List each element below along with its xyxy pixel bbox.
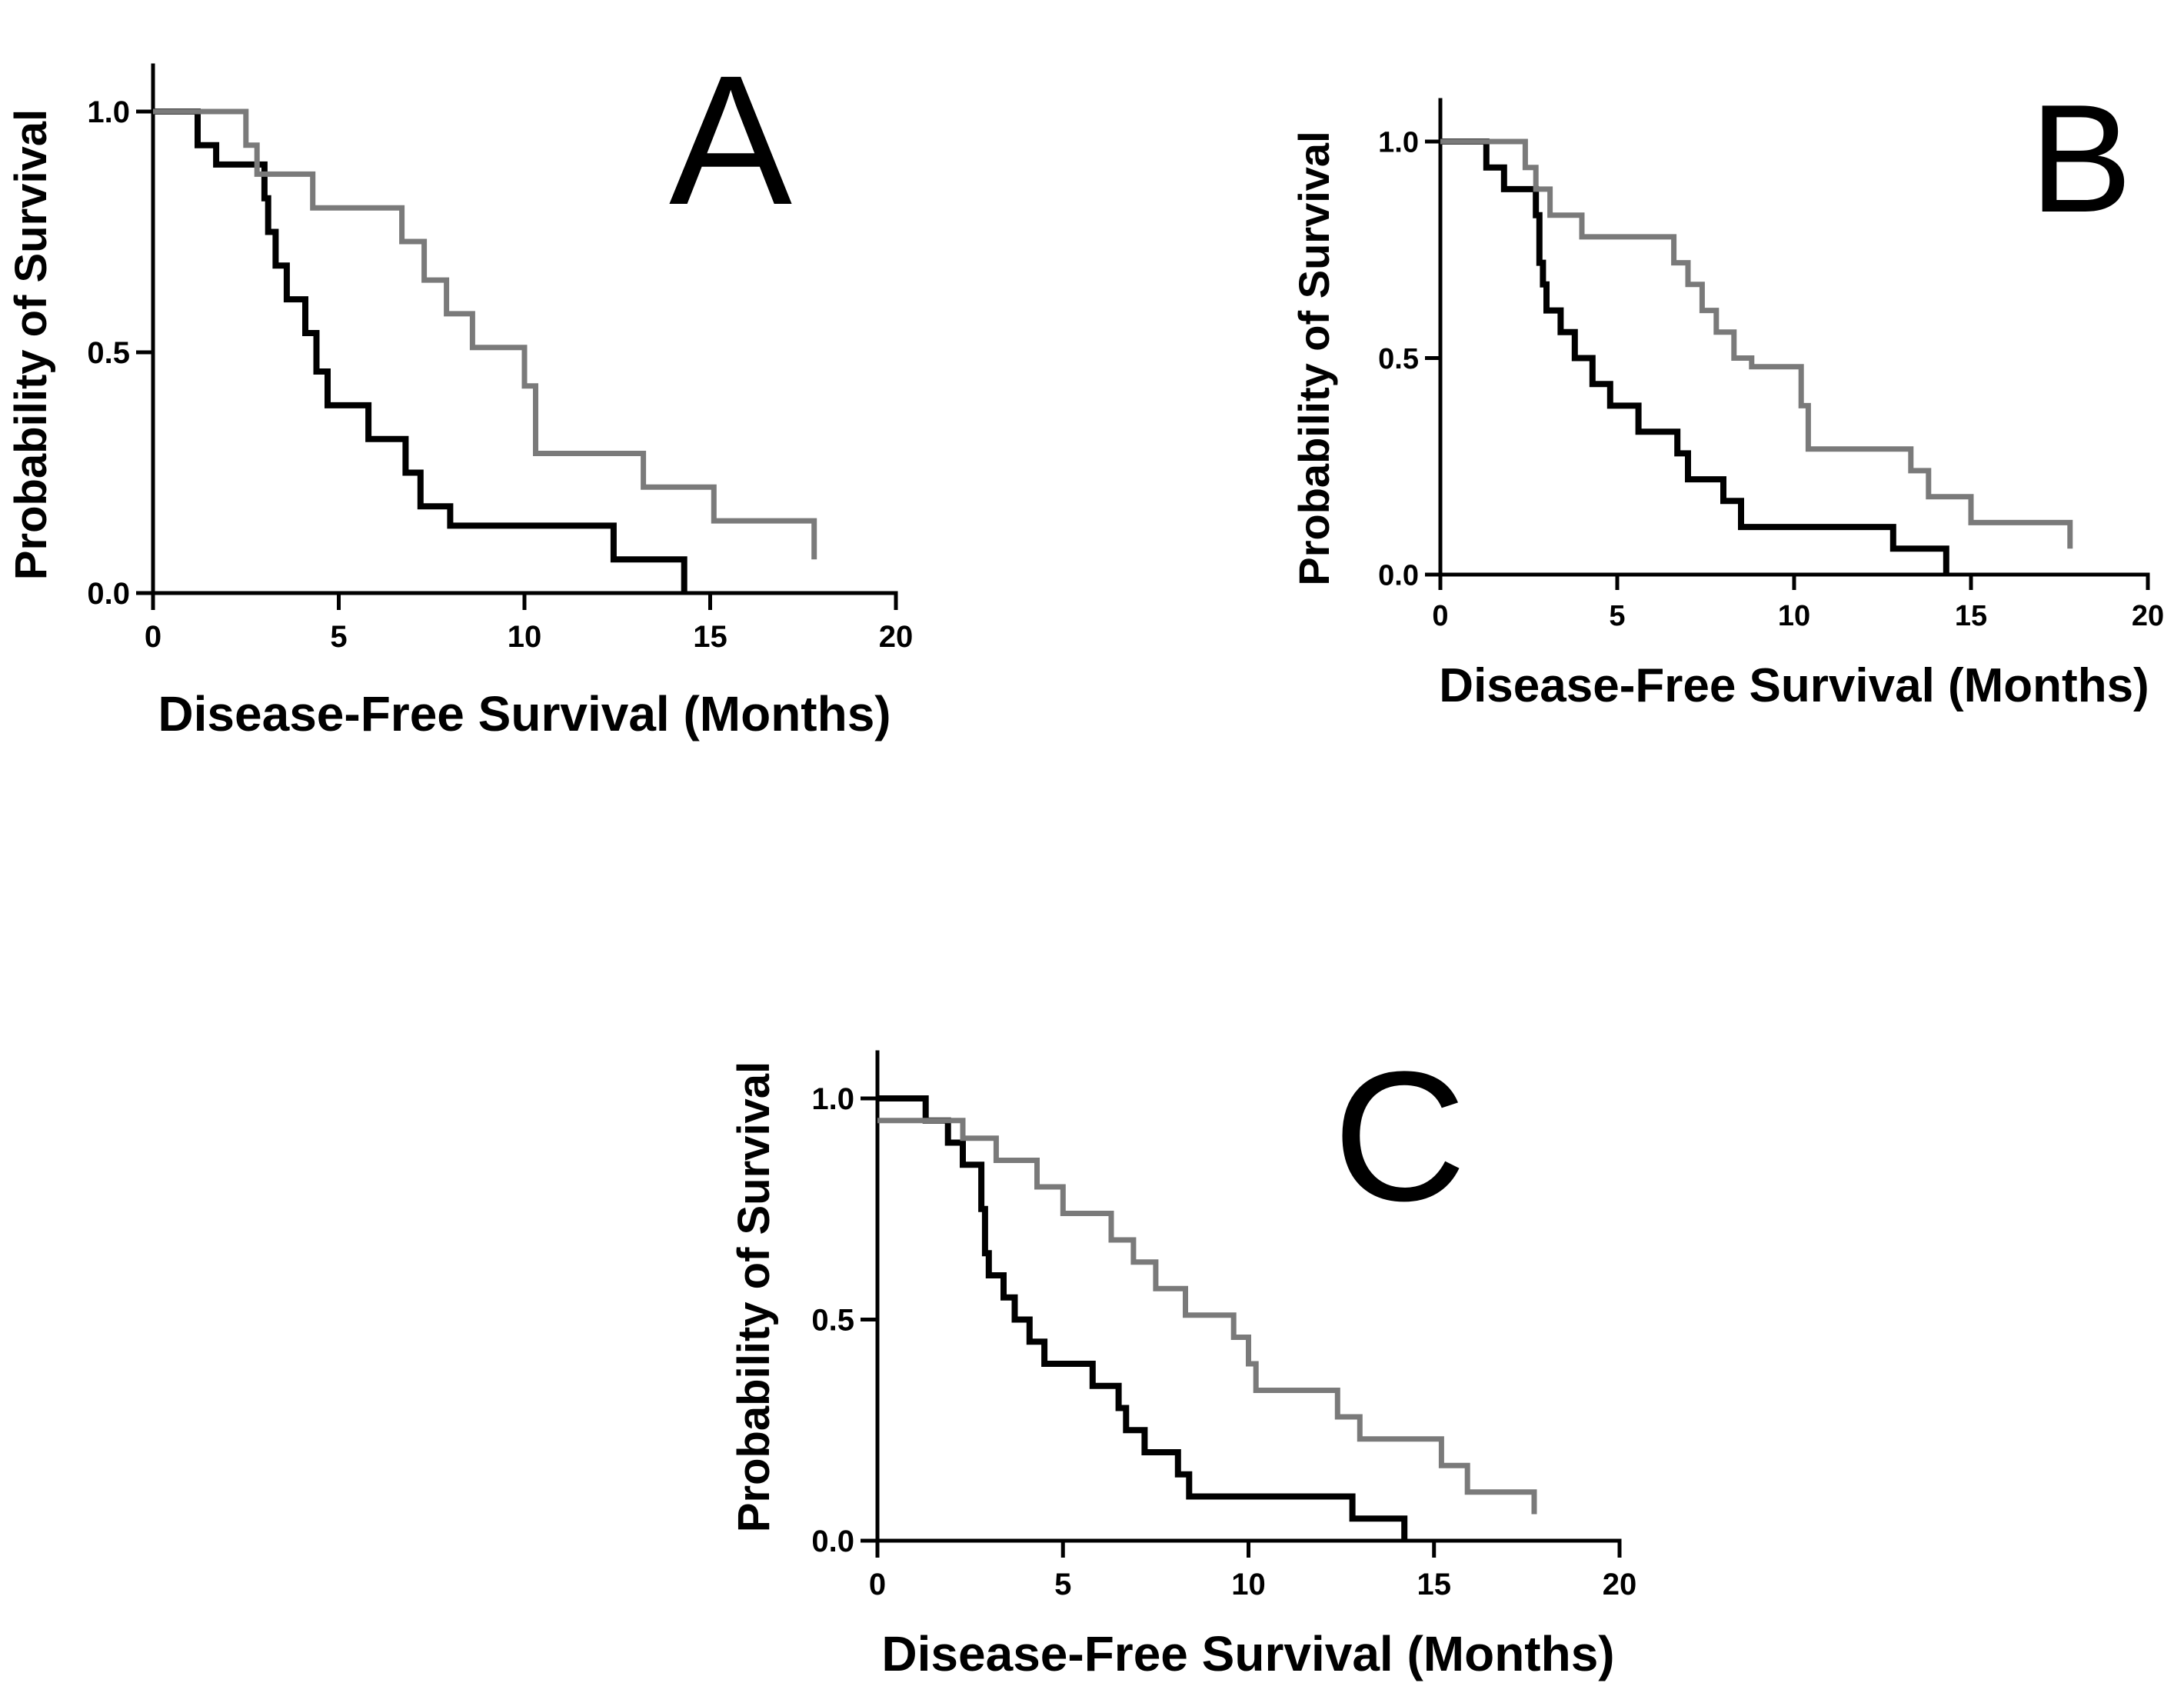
y-tick-label-b: 1.0 xyxy=(1378,126,1419,158)
x-tick-label-b: 10 xyxy=(1778,600,1810,632)
x-tick-label-a: 5 xyxy=(330,620,347,654)
panel-letter-b: B xyxy=(2029,73,2132,245)
x-tick-label-a: 15 xyxy=(693,620,727,654)
x-tick-label-a: 10 xyxy=(508,620,542,654)
y-tick-label-a: 0.5 xyxy=(87,336,130,370)
x-tick-label-b: 5 xyxy=(1609,600,1625,632)
panel-letter-a: A xyxy=(669,37,792,243)
survival-curve-gray-a xyxy=(153,108,817,560)
survival-curve-black-a xyxy=(153,108,687,593)
x-tick-label-c: 20 xyxy=(1603,1568,1637,1601)
survival-curve-black-b xyxy=(1440,138,1949,575)
x-tick-label-a: 20 xyxy=(879,620,914,654)
panel-letter-c: C xyxy=(1333,1033,1466,1239)
y-tick-label-c: 1.0 xyxy=(811,1082,854,1116)
y-axis-title-b: Probability of Survival xyxy=(1290,131,1338,585)
x-tick-label-b: 0 xyxy=(1432,600,1448,632)
x-tick-label-b: 15 xyxy=(1955,600,1987,632)
x-tick-label-b: 20 xyxy=(2132,600,2164,632)
y-axis-title-a: Probability of Survival xyxy=(6,109,56,580)
x-axis-title-a: Disease-Free Survival (Months) xyxy=(158,686,891,742)
x-axis-title-b: Disease-Free Survival (Months) xyxy=(1439,659,2149,712)
x-axis-title-c: Disease-Free Survival (Months) xyxy=(881,1626,1614,1681)
x-tick-label-c: 5 xyxy=(1054,1568,1071,1601)
x-tick-label-c: 15 xyxy=(1417,1568,1452,1601)
y-tick-label-c: 0.0 xyxy=(811,1525,854,1558)
y-axis-title-c: Probability of Survival xyxy=(729,1061,779,1532)
panel-c: 0 5 10 15 20 0.0 0.5 1.0 Disease-Free Survival (… xyxy=(729,1033,1636,1681)
x-tick-label-c: 0 xyxy=(869,1568,886,1601)
y-tick-label-a: 0.0 xyxy=(87,577,130,611)
y-tick-label-c: 0.5 xyxy=(811,1304,854,1338)
x-tick-label-c: 10 xyxy=(1231,1568,1266,1601)
x-tick-label-a: 0 xyxy=(145,620,161,654)
y-tick-label-a: 1.0 xyxy=(87,95,130,129)
survival-curve-black-c xyxy=(877,1095,1408,1541)
panel-b: 0 5 10 15 20 0.0 0.5 1.0 Disease-Free Survival (… xyxy=(1290,73,2164,712)
y-tick-label-b: 0.5 xyxy=(1378,343,1419,375)
y-tick-label-b: 0.0 xyxy=(1378,559,1419,592)
survival-curve-gray-b xyxy=(1440,138,2073,549)
panel-a: 0 5 10 15 20 0.0 0.5 1.0 Disease-Free Survival (… xyxy=(6,37,913,742)
survival-curve-gray-c xyxy=(877,1118,1537,1515)
